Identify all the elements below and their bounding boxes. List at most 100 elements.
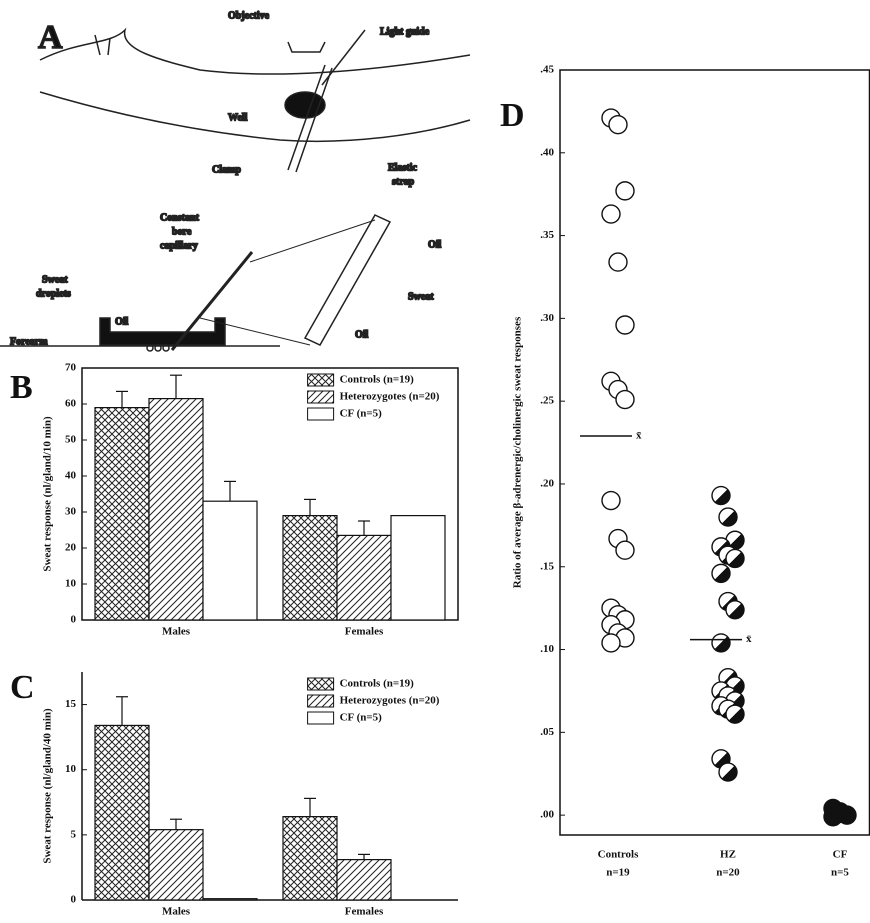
legend-swatch (307, 407, 335, 421)
mean-label: x̄ (746, 633, 752, 645)
data-point (615, 540, 635, 560)
y-tick-label: 0 (71, 614, 77, 626)
label: strap (392, 176, 415, 187)
bar (202, 500, 258, 621)
legend-label: Heterozygotes (n=20) (340, 695, 440, 707)
legend-label: Heterozygotes (n=20) (340, 391, 440, 403)
x-tick-label: Females (345, 626, 384, 638)
droplet (162, 344, 170, 352)
y-tick-label: .00 (540, 809, 554, 821)
bar (336, 534, 392, 621)
x-tick-label: HZ (720, 849, 736, 861)
y-tick-label: .05 (540, 726, 554, 738)
y-tick-label: 20 (65, 542, 77, 554)
legend-label: CF (n=5) (340, 408, 383, 420)
panel-label: C (10, 669, 35, 706)
bar (148, 398, 204, 621)
legend-swatch (307, 373, 335, 387)
x-tick-sublabel: n=5 (831, 867, 849, 879)
y-tick-label: 70 (65, 362, 77, 374)
bar (148, 829, 204, 901)
label: Objective (228, 10, 270, 21)
data-point (711, 563, 731, 584)
bar (94, 724, 150, 901)
panel-a: A Objective Light guide Well Clamp Elast… (0, 10, 471, 352)
data-point (615, 315, 635, 335)
legend-swatch (307, 677, 335, 691)
y-axis-title: Ratio of average β-adrenergic/cholinergi… (512, 316, 524, 588)
capillary (170, 251, 254, 351)
legend-label: Controls (n=19) (340, 678, 415, 690)
label: Oil (428, 239, 442, 250)
legend-label: CF (n=5) (340, 712, 383, 724)
label: Elastic (388, 162, 417, 173)
droplet (154, 344, 162, 352)
bar (282, 816, 338, 901)
x-tick-label: Females (345, 906, 384, 918)
bar (94, 407, 150, 621)
y-tick-label: 60 (65, 398, 77, 410)
legend-label: Controls (n=19) (340, 374, 415, 386)
label: Sweat (408, 291, 434, 302)
label: capillary (160, 240, 198, 251)
zoom-line (249, 219, 376, 263)
x-tick-sublabel: n=19 (606, 867, 630, 879)
label: Light guide (380, 26, 430, 37)
label: Clamp (212, 164, 241, 175)
y-tick-label: .25 (540, 395, 554, 407)
data-point (718, 762, 738, 782)
panel-label: B (10, 369, 33, 406)
label: Sweat (42, 274, 68, 285)
y-tick-label: .20 (540, 477, 554, 489)
y-tick-label: .15 (540, 560, 554, 572)
data-point (615, 181, 635, 201)
data-point (725, 548, 745, 569)
x-tick-label: CF (833, 849, 848, 861)
data-point (725, 600, 745, 620)
legend-swatch (307, 711, 335, 725)
arm-outline (39, 27, 471, 75)
mean-label: x̄ (636, 429, 642, 441)
label: Constant (160, 212, 200, 223)
plot-frame (559, 69, 870, 836)
x-tick-label: Males (162, 906, 191, 918)
objective (287, 41, 326, 53)
zoom-line (199, 317, 311, 346)
panel-label: A (38, 19, 63, 56)
y-tick-label: 15 (65, 698, 77, 710)
x-tick-sublabel: n=20 (716, 867, 740, 879)
data-point (711, 633, 731, 653)
y-tick-label: .45 (540, 64, 554, 76)
y-axis-title: Sweat response (nl/gland/10 min) (42, 416, 54, 572)
clamp (287, 64, 326, 171)
x-tick-label: Males (162, 626, 191, 638)
y-tick-label: 30 (65, 506, 77, 518)
y-tick-label: .10 (540, 643, 554, 655)
droplet (146, 344, 154, 352)
plot-frame (81, 367, 459, 621)
label: Oil (115, 316, 129, 327)
bar (336, 859, 392, 901)
y-tick-label: 0 (71, 894, 77, 906)
arm-outline (39, 91, 471, 143)
data-point (725, 704, 745, 724)
well (284, 91, 326, 119)
x-tick-label: Controls (598, 849, 639, 861)
legend-swatch (307, 694, 335, 708)
y-tick-label: .40 (540, 146, 554, 158)
label: Forearm (10, 336, 48, 347)
data-point (601, 633, 621, 653)
y-tick-label: .35 (540, 229, 554, 241)
data-point (608, 252, 628, 272)
y-tick-label: 50 (65, 434, 77, 446)
label: Well (228, 112, 248, 123)
label: Oil (355, 329, 369, 340)
panel-label: D (500, 97, 525, 134)
light-guide (321, 29, 366, 86)
data-point (601, 204, 621, 224)
data-point (830, 803, 850, 824)
data-point (711, 485, 731, 506)
bar (390, 514, 446, 621)
legend-swatch (307, 390, 335, 404)
